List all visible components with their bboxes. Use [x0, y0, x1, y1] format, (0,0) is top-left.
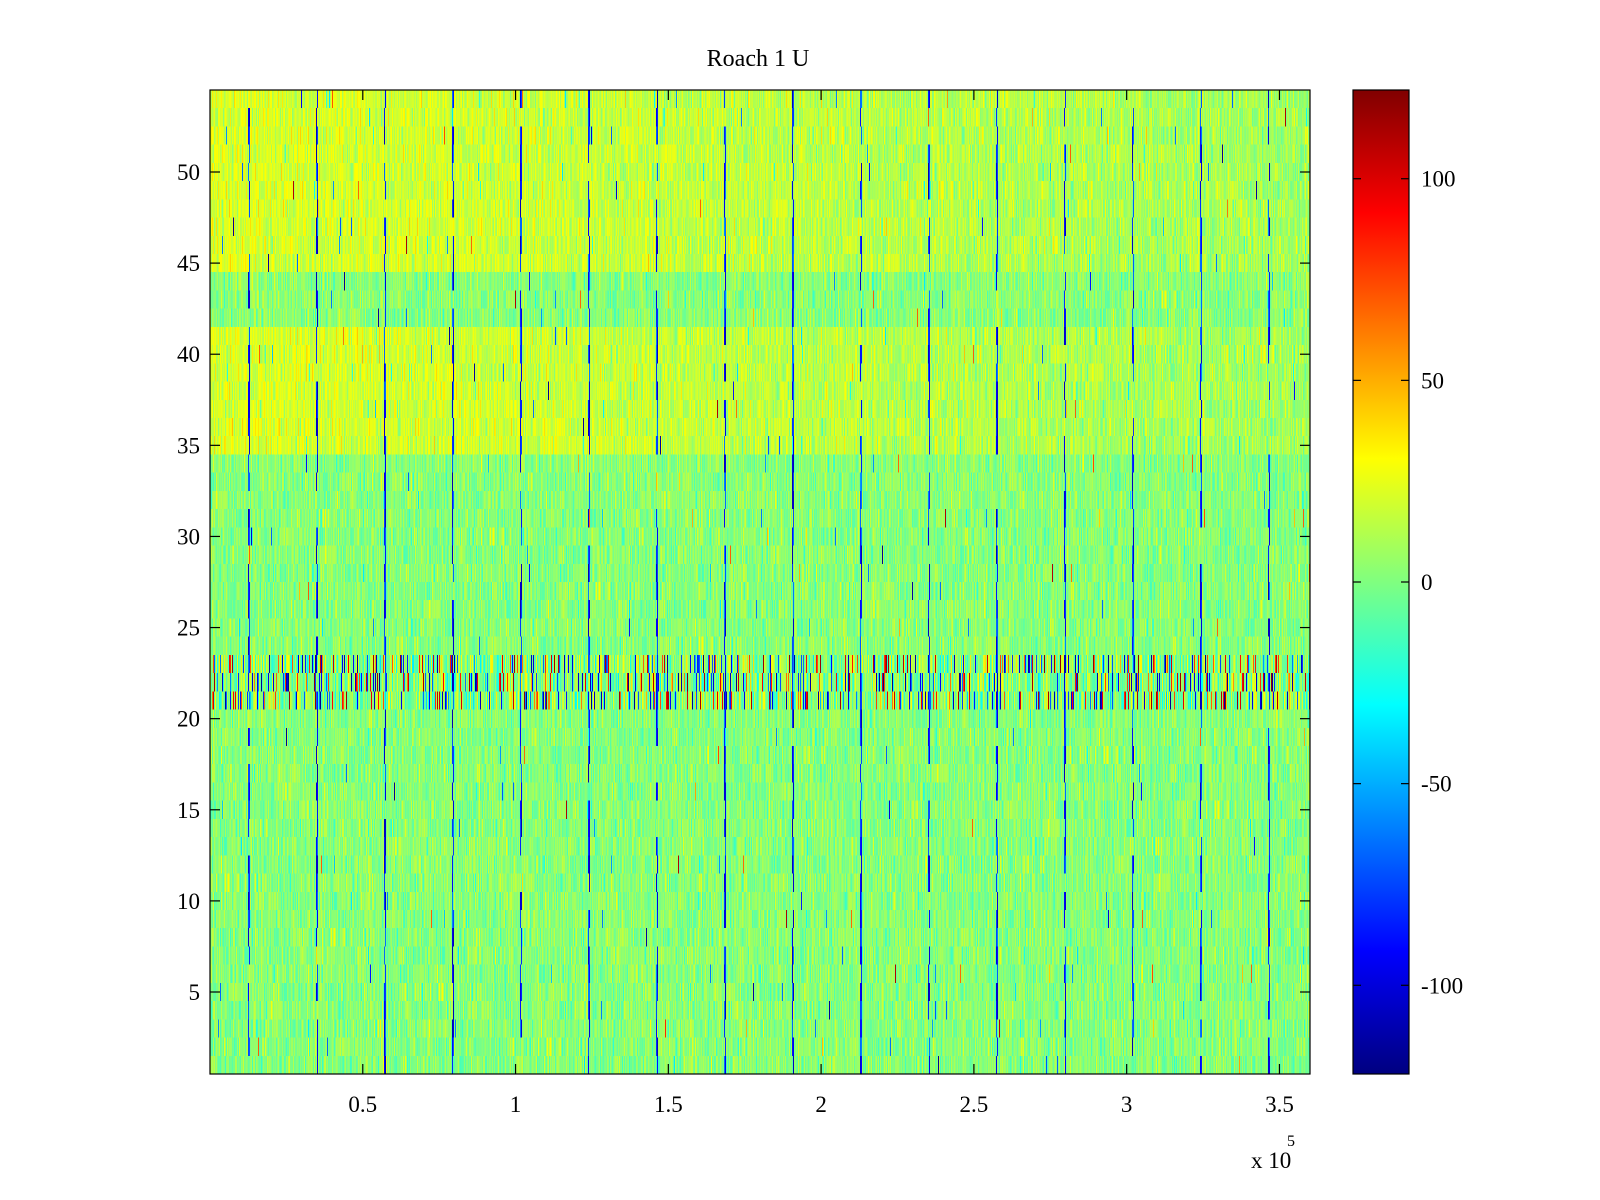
y-tick-label: 5 — [189, 980, 201, 1005]
y-tick-label: 15 — [177, 798, 200, 823]
heatmap-cells — [210, 90, 1310, 1074]
y-tick-label: 50 — [177, 160, 200, 185]
y-tick-label: 35 — [177, 433, 200, 458]
x-tick-label: 1 — [510, 1092, 522, 1117]
x-exponent-label: x 10 5 — [1251, 1133, 1295, 1173]
x-exponent-base: x 10 — [1251, 1148, 1291, 1173]
colorbar-tick-label: -100 — [1421, 973, 1463, 998]
colorbar-tick-label: 50 — [1421, 368, 1444, 393]
colorbar-tick-label: -50 — [1421, 772, 1452, 797]
x-tick-label: 3.5 — [1265, 1092, 1294, 1117]
y-tick-label: 25 — [177, 616, 200, 641]
y-tick-label: 10 — [177, 889, 200, 914]
x-tick-label: 0.5 — [348, 1092, 377, 1117]
colorbar-gradient — [1352, 89, 1410, 1075]
plot-frame — [209, 89, 1311, 1075]
x-tick-label: 2.5 — [960, 1092, 989, 1117]
x-tick-label: 2 — [815, 1092, 827, 1117]
x-tick-label: 3 — [1121, 1092, 1133, 1117]
x-tick-label: 1.5 — [654, 1092, 683, 1117]
colorbar-tick-label: 100 — [1421, 167, 1456, 192]
y-tick-label: 20 — [177, 707, 200, 732]
colorbar: -100 -50 0 50 100 — [1352, 89, 1463, 1075]
x-exponent-power: 5 — [1287, 1133, 1295, 1150]
colorbar-ticks: -100 -50 0 50 100 — [1353, 167, 1463, 998]
y-tick-label: 30 — [177, 524, 200, 549]
chart-title: Roach 1 U — [707, 46, 810, 72]
y-tick-label: 40 — [177, 342, 200, 367]
colorbar-tick-label: 0 — [1421, 570, 1433, 595]
x-axis: 0.5 1 1.5 2 2.5 3 3.5 — [348, 90, 1294, 1117]
y-axis: 5 10 15 20 25 30 35 40 45 50 — [177, 160, 1310, 1005]
y-tick-label: 45 — [177, 251, 200, 276]
heatmap-area — [210, 90, 1310, 1074]
